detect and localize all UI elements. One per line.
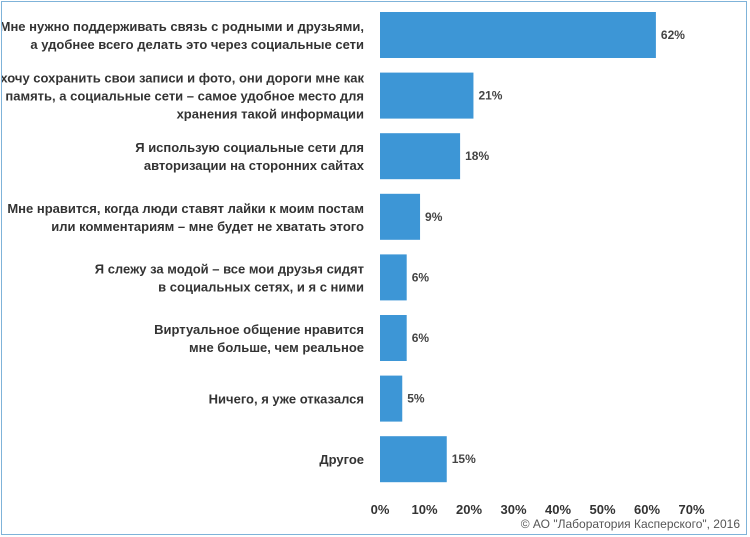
bar-2	[380, 72, 474, 119]
category-label-7: Ничего, я уже отказался	[209, 392, 364, 407]
bar-6	[380, 315, 407, 361]
category-label-line: Мне нужно поддерживать связь с родными и…	[2, 19, 364, 34]
bar-7	[380, 375, 403, 422]
value-label-8: 15%	[452, 452, 476, 466]
category-label-line: в социальных сетях, и я с ними	[158, 279, 364, 294]
x-tick-label-6: 50%	[589, 502, 615, 517]
category-label-2: Я хочу сохранить свои записи и фото, они…	[2, 71, 364, 122]
value-labels-layer: 62% 21% 18% 9% 6% 6% 5% 15%	[407, 28, 685, 466]
category-label-6: Виртуальное общение нравится мне больше, …	[154, 322, 364, 355]
category-label-line: а удобнее всего делать это через социаль…	[30, 37, 364, 52]
category-label-4: Мне нравится, когда люди ставят лайки к …	[7, 201, 364, 234]
category-label-5: Я слежу за модой – все мои друзья сидят в…	[95, 261, 364, 294]
category-label-line: хранения такой информации	[177, 107, 364, 122]
category-label-1: Мне нужно поддерживать связь с родными и…	[2, 19, 364, 52]
bar-3	[380, 133, 461, 180]
bar-8	[380, 436, 447, 483]
copyright-text: © АО "Лаборатория Касперского", 2016	[520, 517, 740, 531]
category-label-line: Другое	[319, 452, 364, 467]
x-tick-label-3: 20%	[456, 502, 482, 517]
value-label-6: 6%	[412, 331, 430, 345]
category-label-line: Я слежу за модой – все мои друзья сидят	[95, 261, 364, 276]
x-tick-label-2: 10%	[411, 502, 437, 517]
category-label-line: или комментариям – мне будет не хватать …	[51, 219, 364, 234]
category-label-line: авторизации на сторонних сайтах	[144, 158, 365, 173]
category-label-line: память, а социальные сети – самое удобно…	[5, 89, 364, 104]
x-tick-label-8: 70%	[678, 502, 704, 517]
x-tick-label-1: 0%	[371, 502, 390, 517]
x-axis-ticks-layer: 0% 10% 20% 30% 40% 50% 60% 70%	[371, 502, 705, 517]
value-label-3: 18%	[465, 149, 489, 163]
category-label-line: Я хочу сохранить свои записи и фото, они…	[2, 71, 364, 86]
category-labels-layer: Мне нужно поддерживать связь с родными и…	[2, 19, 365, 467]
bar-4	[380, 193, 421, 240]
bar-1	[380, 12, 656, 58]
category-label-line: Я использую социальные сети для	[135, 140, 364, 155]
category-label-line: Ничего, я уже отказался	[209, 392, 364, 407]
value-label-5: 6%	[412, 270, 430, 284]
bar-5	[380, 254, 407, 301]
value-label-7: 5%	[407, 392, 425, 406]
category-label-line: мне больше, чем реальное	[189, 340, 364, 355]
bars-layer	[380, 12, 656, 483]
value-label-1: 62%	[661, 28, 685, 42]
value-label-2: 21%	[478, 89, 502, 103]
category-label-line: Виртуальное общение нравится	[154, 322, 364, 337]
value-label-4: 9%	[425, 210, 443, 224]
category-label-3: Я использую социальные сети для авторизац…	[135, 140, 365, 173]
category-label-8: Другое	[319, 452, 364, 467]
x-tick-label-4: 30%	[500, 502, 526, 517]
x-tick-label-7: 60%	[634, 502, 660, 517]
category-label-line: Мне нравится, когда люди ставят лайки к …	[7, 201, 364, 216]
x-tick-label-5: 40%	[545, 502, 571, 517]
